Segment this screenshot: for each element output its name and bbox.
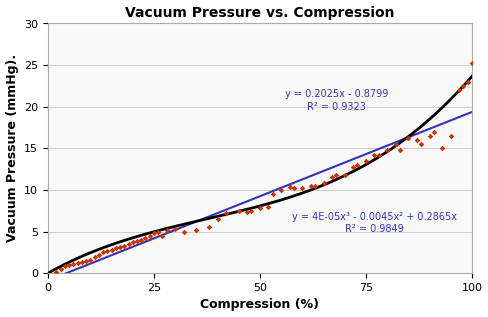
Point [392,142,400,147]
Point [320,181,327,186]
Point [57,267,64,272]
Point [405,136,412,141]
Point [286,185,294,190]
Point [137,237,145,243]
Point [112,246,120,251]
Text: R² = 0.9323: R² = 0.9323 [307,102,366,112]
Point [129,240,137,245]
Point [438,146,446,151]
Point [150,231,158,236]
Point [163,227,171,232]
Point [277,187,285,192]
Point [244,210,251,215]
Point [95,252,103,257]
Point [74,261,81,266]
Point [124,242,132,247]
X-axis label: Compression (%): Compression (%) [201,298,320,311]
Point [214,217,222,222]
Point [417,142,425,147]
Point [354,162,362,167]
Y-axis label: Vacuum Pressure (mmHg).: Vacuum Pressure (mmHg). [5,54,19,243]
Point [464,79,471,84]
Point [413,138,421,143]
Point [370,152,378,158]
Point [103,248,111,253]
Point [154,229,162,234]
Point [396,147,404,152]
Text: y = 0.2025x - 0.8799: y = 0.2025x - 0.8799 [285,89,388,99]
Text: R² = 0.9849: R² = 0.9849 [345,224,404,234]
Point [362,158,370,163]
Point [108,247,116,252]
Point [264,204,272,209]
Point [290,186,298,191]
Point [142,236,149,241]
Point [86,257,94,262]
Point [235,208,243,213]
Point [222,211,230,216]
Point [121,243,128,248]
Title: Vacuum Pressure vs. Compression: Vacuum Pressure vs. Compression [125,6,395,20]
Point [375,152,383,158]
Point [146,233,154,238]
Point [460,83,468,88]
Point [99,250,107,255]
Point [447,133,455,139]
Point [91,254,99,259]
Point [171,227,179,232]
Point [256,206,264,211]
Point [116,245,124,250]
Point [78,259,86,264]
Point [383,147,391,152]
Point [61,263,69,268]
Point [269,191,277,197]
Point [341,172,348,178]
Point [69,262,77,267]
Point [159,233,166,238]
Point [180,229,187,234]
Point [247,208,255,213]
Point [53,269,61,274]
Point [332,172,340,178]
Point [205,225,213,230]
Point [426,133,433,139]
Point [307,183,315,188]
Point [468,61,476,66]
Text: y = 4E-05x³ - 0.0045x² + 0.2865x: y = 4E-05x³ - 0.0045x² + 0.2865x [292,211,457,222]
Point [311,183,319,188]
Point [133,238,141,243]
Point [192,227,200,232]
Point [82,258,90,263]
Point [455,87,463,93]
Point [430,129,438,134]
Point [349,164,357,169]
Point [65,262,73,267]
Point [299,186,306,191]
Point [328,175,336,180]
